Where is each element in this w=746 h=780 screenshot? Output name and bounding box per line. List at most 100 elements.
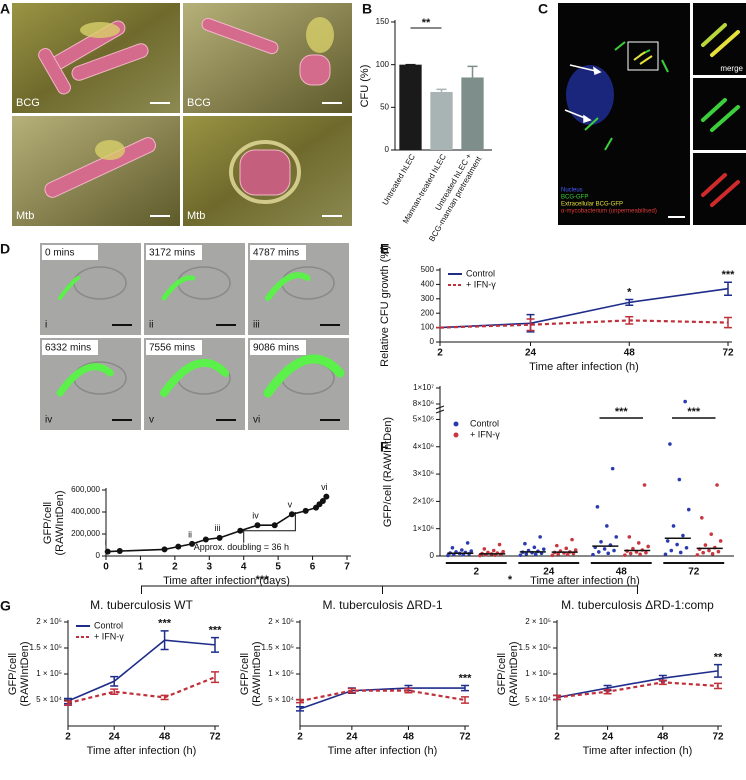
data-point xyxy=(541,547,546,551)
legend-label: + IFN-γ xyxy=(466,279,496,289)
cell-membrane xyxy=(80,17,334,204)
panel-letter: G xyxy=(0,598,11,614)
image-label: BCG xyxy=(16,97,40,109)
data-point xyxy=(638,552,642,557)
significance-label: *** xyxy=(687,406,701,418)
data-point xyxy=(523,541,527,546)
error-bar xyxy=(211,636,219,653)
y-tick-label: 1 × 10⁵ xyxy=(525,669,551,678)
y-axis-label: GFP/cell xyxy=(496,653,508,695)
data-point xyxy=(715,483,719,487)
chart-title: M. tuberculosis ΔRD-1 xyxy=(322,598,442,612)
significance-label: * xyxy=(627,286,632,298)
time-box xyxy=(146,245,202,260)
error-bar xyxy=(296,706,304,712)
x-tick-label: 72 xyxy=(712,732,724,743)
chart-title: M. tuberculosis WT xyxy=(90,598,193,612)
bacteria-gfp xyxy=(56,363,114,397)
x-tick-label: 72 xyxy=(209,732,221,743)
error-bar xyxy=(658,679,667,686)
data-point xyxy=(709,532,714,536)
data-point xyxy=(323,493,330,500)
x-tick-label: 0 xyxy=(103,562,109,573)
error-bar xyxy=(436,88,447,92)
error-bar xyxy=(110,688,119,696)
x-tick-label: 2 xyxy=(297,732,303,743)
error-bar xyxy=(461,684,469,692)
error-bar xyxy=(714,663,722,678)
x-tick-label: 2 xyxy=(65,732,71,743)
y-axis-label: GFP/cell xyxy=(42,502,54,544)
data-point xyxy=(446,553,450,558)
data-point xyxy=(564,546,569,551)
data-point xyxy=(605,524,609,528)
y-tick-label: 1.5 × 10⁵ xyxy=(262,643,294,652)
x-tick-label: 72 xyxy=(459,732,471,743)
panel-letter: D xyxy=(0,241,10,257)
y-tick-label: 600,000 xyxy=(71,485,100,494)
data-point xyxy=(602,547,607,551)
error-bar xyxy=(553,694,561,701)
bacteria-gfp xyxy=(265,272,311,301)
bacteria-gfp xyxy=(160,358,230,397)
comparison-bracket xyxy=(141,585,383,594)
data-point xyxy=(683,399,687,404)
y-tick-label: 0 xyxy=(430,551,435,560)
x-tick-label: 72 xyxy=(688,567,700,578)
time-box xyxy=(42,340,98,355)
y-tick-label: 2 × 10⁵ xyxy=(268,617,294,626)
x-axis-label: Time after infection (days) xyxy=(163,575,290,587)
panel-letter: E xyxy=(380,241,389,257)
nucleus xyxy=(566,65,614,125)
y-tick-label: 5×10⁶ xyxy=(413,415,434,424)
y-tick-label: 4×10⁶ xyxy=(413,442,434,451)
y-axis-label: GFP/cell (RAWIntDen) xyxy=(382,417,394,527)
error-bar xyxy=(714,682,722,690)
data-point xyxy=(678,550,683,555)
x-tick-label: 24 xyxy=(346,732,358,743)
data-point xyxy=(684,546,689,550)
x-tick-label: 48 xyxy=(657,732,669,743)
legend-label: Control xyxy=(470,418,499,428)
data-point xyxy=(450,546,455,550)
x-tick-label: Untreated hLEC xyxy=(381,152,418,206)
data-point xyxy=(642,483,647,487)
data-point xyxy=(701,550,705,555)
data-point xyxy=(501,549,505,554)
y-tick-label: 1.5 × 10⁵ xyxy=(519,643,551,652)
frame-time: 3172 mins xyxy=(149,248,195,259)
inset-label: merge xyxy=(720,64,743,73)
chart-title: M. tuberculosis ΔRD-1:comp xyxy=(561,598,714,612)
doubling-guide xyxy=(243,512,296,543)
error-bar xyxy=(160,694,169,701)
error-bar xyxy=(625,298,634,307)
data-point xyxy=(319,498,326,504)
y-tick-label: 400 xyxy=(421,280,435,289)
y-tick-label: 1.5 × 10⁵ xyxy=(30,643,62,652)
x-tick-label: 48 xyxy=(159,732,171,743)
error-bar xyxy=(526,318,535,332)
data-point xyxy=(675,542,679,547)
error-bar xyxy=(724,316,732,329)
x-tick-label: 48 xyxy=(616,567,628,578)
data-point xyxy=(518,553,523,557)
significance-label: *** xyxy=(209,625,223,637)
y-tick-label: 3×10⁶ xyxy=(413,469,434,478)
y-tick-label: 1×10⁷ xyxy=(413,383,434,392)
data-point xyxy=(606,551,611,556)
y-axis-label: GFP/cell xyxy=(239,653,251,695)
y-tick-label: 5 × 10⁴ xyxy=(525,695,551,704)
time-box xyxy=(146,340,202,355)
legend-label: + IFN-γ xyxy=(470,429,500,439)
frame-numeral: iii xyxy=(253,320,260,331)
data-point xyxy=(565,552,570,557)
data-point xyxy=(599,540,603,544)
y-tick-label: 100 xyxy=(421,323,435,332)
error-bar xyxy=(347,687,356,694)
data-point xyxy=(482,547,487,551)
point-label: iv xyxy=(252,511,259,521)
significance-label: *** xyxy=(459,672,473,684)
frame-numeral: i xyxy=(45,320,47,331)
panel-letter: B xyxy=(362,1,372,17)
time-box xyxy=(250,245,306,260)
